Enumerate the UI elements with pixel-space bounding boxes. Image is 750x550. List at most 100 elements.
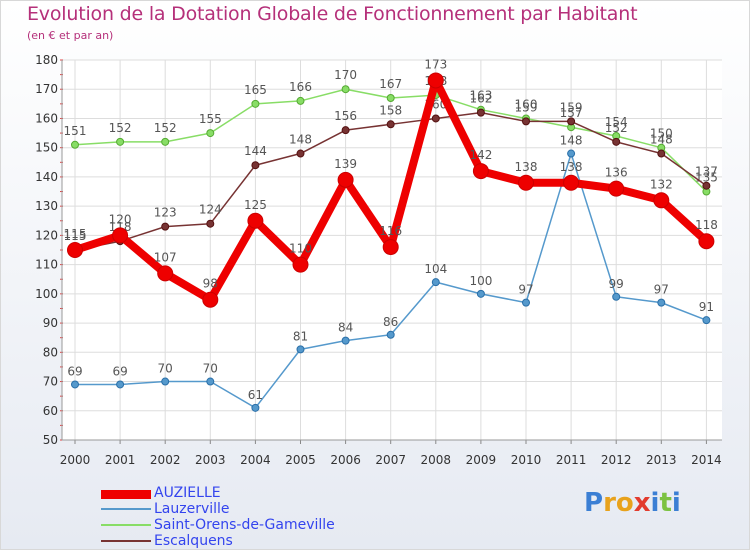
data-label-auzielle: 107 <box>154 250 177 264</box>
x-tick-label: 2000 <box>60 453 91 467</box>
data-label-auzielle: 136 <box>605 166 628 180</box>
data-point-escalquens <box>657 149 666 158</box>
data-label-saint-orens-de-gameville: 167 <box>379 77 402 91</box>
data-label-lauzerville: 69 <box>112 364 127 378</box>
data-label-auzielle: 120 <box>109 212 132 226</box>
data-label-saint-orens-de-gameville: 157 <box>560 106 583 120</box>
data-label-escalquens: 124 <box>199 203 222 217</box>
data-label-escalquens: 159 <box>515 100 538 114</box>
data-point-saint-orens-de-gameville <box>296 96 305 105</box>
data-point-lauzerville <box>206 377 215 386</box>
data-point-auzielle <box>563 174 580 191</box>
data-point-auzielle <box>157 265 174 282</box>
data-point-auzielle <box>427 72 444 89</box>
data-label-escalquens: 148 <box>289 133 312 147</box>
data-label-auzielle: 173 <box>424 57 447 71</box>
data-point-auzielle <box>247 212 264 229</box>
data-label-auzielle: 132 <box>650 177 673 191</box>
data-label-escalquens: 144 <box>244 144 267 158</box>
data-label-saint-orens-de-gameville: 150 <box>650 127 673 141</box>
x-tick-label: 2007 <box>375 453 406 467</box>
data-point-lauzerville <box>657 298 666 307</box>
data-point-escalquens <box>251 161 260 170</box>
x-tick-label: 2005 <box>285 453 316 467</box>
data-point-escalquens <box>522 117 530 126</box>
data-label-escalquens: 152 <box>605 121 628 135</box>
data-point-lauzerville <box>567 149 576 158</box>
data-point-lauzerville <box>251 403 260 412</box>
data-label-lauzerville: 61 <box>248 388 263 402</box>
data-point-escalquens <box>386 120 395 129</box>
data-point-auzielle <box>292 256 309 273</box>
x-tick-label: 2008 <box>421 453 452 467</box>
data-point-saint-orens-de-gameville <box>341 85 350 94</box>
data-point-lauzerville <box>296 345 305 354</box>
data-label-lauzerville: 69 <box>67 364 82 378</box>
y-tick-label: 150 <box>35 141 58 155</box>
y-tick-label: 60 <box>43 404 58 418</box>
y-tick-label: 160 <box>35 111 58 125</box>
data-point-escalquens <box>612 137 621 146</box>
data-point-auzielle <box>608 180 625 197</box>
data-point-escalquens <box>476 108 485 117</box>
data-point-escalquens <box>431 114 440 123</box>
data-label-escalquens: 137 <box>695 165 718 179</box>
data-point-lauzerville <box>161 377 170 386</box>
data-label-auzielle: 138 <box>560 160 583 174</box>
data-point-escalquens <box>206 219 215 228</box>
data-point-escalquens <box>161 222 170 231</box>
y-tick-label: 100 <box>35 287 58 301</box>
data-point-auzielle <box>67 242 83 258</box>
y-tick-label: 110 <box>35 258 58 272</box>
data-label-lauzerville: 148 <box>560 134 583 148</box>
data-point-lauzerville <box>702 316 711 325</box>
legend-label-auzielle: AUZIELLE <box>154 485 221 501</box>
x-tick-label: 2002 <box>150 453 181 467</box>
data-label-lauzerville: 100 <box>469 274 492 288</box>
data-label-saint-orens-de-gameville: 154 <box>605 115 628 129</box>
data-label-escalquens: 159 <box>560 100 583 114</box>
x-tick-label: 2006 <box>330 453 361 467</box>
data-point-auzielle <box>337 171 354 188</box>
data-label-auzielle: 116 <box>379 224 402 238</box>
x-tick-label: 2004 <box>240 453 271 467</box>
data-point-lauzerville <box>431 278 440 287</box>
data-point-lauzerville <box>71 380 79 389</box>
data-point-lauzerville <box>116 380 125 389</box>
data-point-auzielle <box>698 233 715 250</box>
y-tick-label: 140 <box>35 170 58 184</box>
legend-swatch-escalquens <box>101 540 151 542</box>
data-point-escalquens <box>296 149 305 158</box>
x-tick-label: 2014 <box>691 453 722 467</box>
x-tick-label: 2011 <box>556 453 587 467</box>
data-label-lauzerville: 97 <box>654 283 669 297</box>
y-tick-label: 50 <box>43 433 58 447</box>
data-label-escalquens: 158 <box>379 103 402 117</box>
data-point-lauzerville <box>612 292 621 301</box>
proxiti-logo: Proxiti <box>584 488 681 518</box>
data-point-lauzerville <box>386 330 395 339</box>
data-point-saint-orens-de-gameville <box>251 99 260 108</box>
data-point-saint-orens-de-gameville <box>386 94 395 102</box>
data-label-auzielle: 98 <box>203 277 218 291</box>
data-label-saint-orens-de-gameville: 152 <box>109 121 132 135</box>
data-label-lauzerville: 99 <box>609 277 624 291</box>
data-label-saint-orens-de-gameville: 163 <box>469 89 492 103</box>
data-label-auzielle: 115 <box>64 227 87 241</box>
data-label-auzielle: 142 <box>469 148 492 162</box>
y-tick-label: 170 <box>35 82 58 96</box>
chart-title: Evolution de la Dotation Globale de Fonc… <box>27 3 638 25</box>
data-label-auzielle: 139 <box>334 157 357 171</box>
data-label-escalquens: 148 <box>650 133 673 147</box>
data-label-escalquens: 123 <box>154 206 177 220</box>
x-tick-label: 2012 <box>601 453 632 467</box>
data-label-saint-orens-de-gameville: 160 <box>515 97 538 111</box>
x-tick-label: 2001 <box>105 453 136 467</box>
data-label-escalquens: 115 <box>64 229 87 243</box>
data-point-auzielle <box>112 227 129 244</box>
data-point-lauzerville <box>522 298 530 307</box>
data-label-lauzerville: 91 <box>699 300 714 314</box>
data-point-auzielle <box>472 163 489 180</box>
data-point-escalquens <box>341 126 350 135</box>
x-tick-label: 2010 <box>511 453 542 467</box>
